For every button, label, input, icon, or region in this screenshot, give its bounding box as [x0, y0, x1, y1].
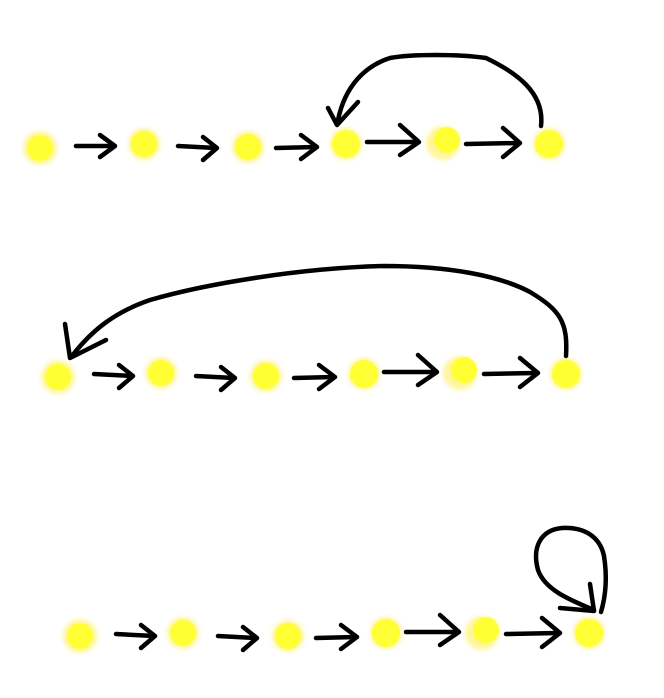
- row-2-cycle-arrow: [62, 263, 569, 361]
- row-1-arrow-5: [463, 125, 523, 160]
- row-3-arrow-1: [113, 622, 158, 651]
- row-1-node-3: [232, 131, 264, 163]
- row-2-arrow-2: [193, 364, 238, 393]
- row-3-arrow-4: [403, 612, 462, 648]
- row-2-node-6: [550, 358, 582, 390]
- row-1-arrow-4: [364, 122, 422, 158]
- row-3-node-4: [370, 617, 402, 649]
- row-1-node-4: [330, 128, 362, 160]
- row-2-node-3: [250, 360, 282, 392]
- row-2-arrow-1: [91, 362, 136, 391]
- row-2-arrow-4: [381, 352, 440, 388]
- row-1-arrow-2: [175, 134, 220, 163]
- row-1-arrow-1: [73, 132, 118, 160]
- row-1-cycle-arrow: [325, 52, 544, 129]
- row-3: [63, 525, 608, 653]
- row-1-node-6: [533, 128, 565, 160]
- row-3-arrow-2: [215, 624, 260, 653]
- row-3-node-1: [63, 619, 97, 653]
- row-3-node-2: [167, 617, 199, 649]
- row-1: [23, 52, 565, 165]
- row-2-node-4: [348, 358, 380, 390]
- row-2-arrow-5: [481, 355, 541, 390]
- row-1-node-1: [23, 131, 57, 165]
- row-3-self-loop-arrow: [533, 525, 608, 615]
- row-1-arrow-3: [273, 132, 320, 162]
- row-3-node-6: [573, 617, 605, 649]
- row-1-node-2: [128, 128, 160, 160]
- row-3-node-3: [272, 620, 304, 652]
- row-1-node-5: [426, 126, 460, 160]
- row-2-node-1: [41, 360, 75, 394]
- row-3-node-5: [465, 616, 499, 650]
- row-3-arrow-5: [503, 615, 563, 650]
- row-2-node-2: [145, 357, 177, 389]
- row-2-arrow-3: [291, 362, 338, 392]
- row-2: [41, 263, 582, 394]
- row-2-node-5: [443, 356, 477, 390]
- row-3-arrow-3: [313, 622, 360, 652]
